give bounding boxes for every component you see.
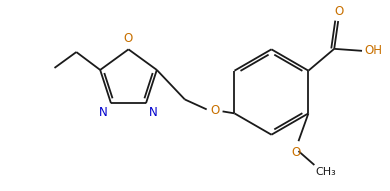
Text: O: O xyxy=(292,146,301,159)
Text: CH₃: CH₃ xyxy=(316,167,336,177)
Text: N: N xyxy=(149,106,158,119)
Text: OH: OH xyxy=(364,44,382,57)
Text: N: N xyxy=(99,106,108,119)
Text: O: O xyxy=(210,104,219,117)
Text: O: O xyxy=(124,32,133,45)
Text: O: O xyxy=(335,5,344,18)
